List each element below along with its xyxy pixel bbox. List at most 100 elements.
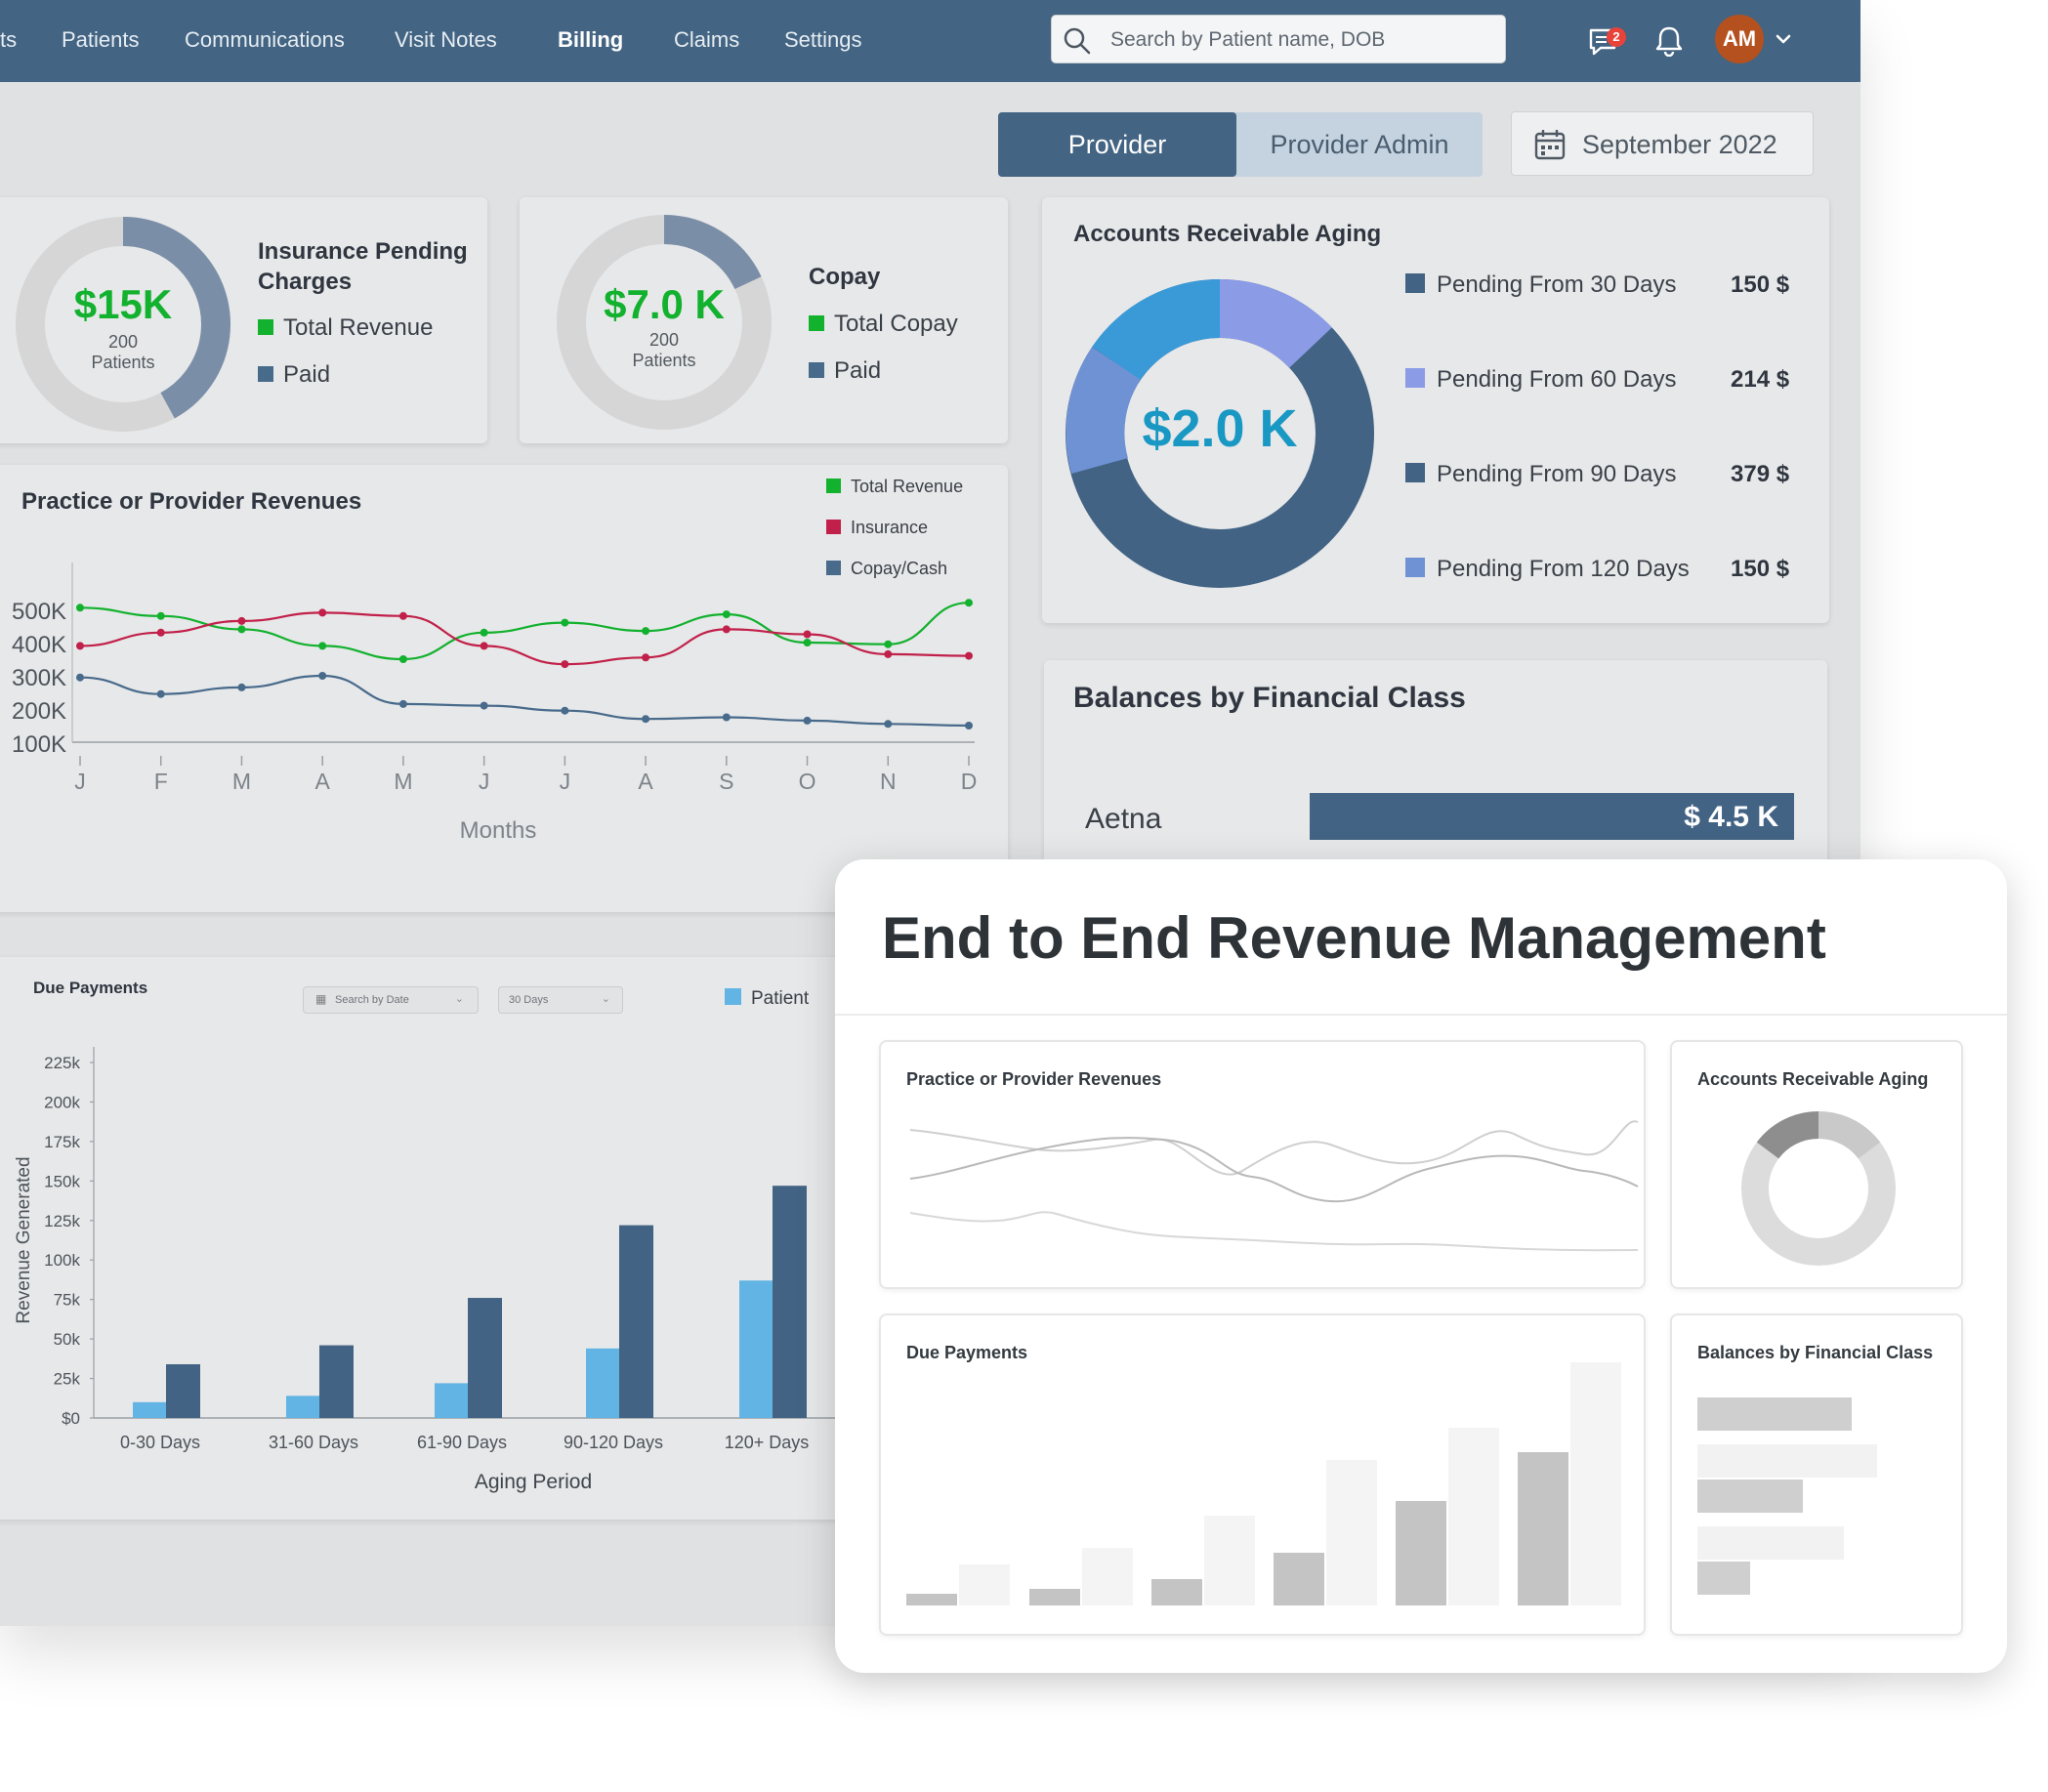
mini-bar bbox=[1326, 1460, 1377, 1605]
month-picker[interactable]: September 2022 bbox=[1511, 111, 1814, 176]
nav-item-patients[interactable]: Patients bbox=[62, 27, 140, 52]
nav-item-claims[interactable]: Claims bbox=[674, 27, 740, 52]
x-tick-label: A bbox=[315, 769, 331, 794]
revenues-title: Practice or Provider Revenues bbox=[21, 488, 362, 515]
bar-patient bbox=[435, 1383, 468, 1418]
x-tick-label: J bbox=[560, 769, 571, 794]
mini-revenues-panel: Practice or Provider Revenues bbox=[879, 1040, 1646, 1289]
y-tick-label: 125k bbox=[44, 1212, 80, 1230]
legend-swatch bbox=[258, 318, 273, 335]
data-point bbox=[642, 715, 650, 724]
bar-patient bbox=[133, 1401, 166, 1418]
top-navigation: ts Patients Communications Visit Notes B… bbox=[0, 0, 1860, 82]
data-point bbox=[237, 683, 246, 691]
y-tick-label: 50k bbox=[54, 1330, 81, 1349]
ar-row-90: Pending From 90 Days bbox=[1405, 461, 1676, 488]
legend-paid: Paid bbox=[258, 361, 330, 389]
x-axis-title: Months bbox=[460, 817, 537, 844]
mini-bar bbox=[959, 1564, 1010, 1605]
insurance-title-line1: Insurance Pending bbox=[258, 238, 468, 265]
balances-bar-value: $ 4.5 K bbox=[1684, 801, 1778, 833]
insurance-patient-label: Patients bbox=[91, 353, 155, 372]
ar-swatch bbox=[1405, 272, 1425, 293]
balances-row-label: Aetna bbox=[1085, 803, 1162, 835]
data-point bbox=[237, 616, 246, 625]
y-tick-label: 100K bbox=[12, 731, 66, 758]
data-point bbox=[480, 642, 488, 650]
search-input[interactable] bbox=[1110, 25, 1482, 55]
y-tick-label: 100k bbox=[44, 1251, 80, 1270]
ar-swatch bbox=[1405, 367, 1425, 388]
insurance-title-line2: Charges bbox=[258, 269, 353, 295]
data-point bbox=[561, 618, 569, 627]
divider bbox=[835, 1014, 2007, 1016]
nav-item-visit-notes[interactable]: Visit Notes bbox=[395, 27, 497, 52]
data-point bbox=[480, 701, 488, 710]
mini-donut bbox=[1741, 1111, 1896, 1266]
copay-patient-label: Patients bbox=[632, 351, 696, 370]
data-point bbox=[398, 699, 407, 708]
bell-icon[interactable] bbox=[1654, 25, 1684, 57]
x-tick-label: O bbox=[799, 769, 816, 794]
date-filter-select[interactable]: ▦ Search by Date ⌄ bbox=[303, 986, 479, 1014]
range-filter-select[interactable]: 30 Days ⌄ bbox=[498, 986, 623, 1014]
due-payments-bar-chart: $0 25k 50k 75k 100k 125k 150k 175k 200k 225k Reven… bbox=[14, 1047, 869, 1493]
mini-balances-title: Balances by Financial Class bbox=[1697, 1343, 1934, 1362]
ar-row-label: Pending From 60 Days bbox=[1437, 366, 1677, 393]
legend-label: Copay/Cash bbox=[851, 559, 948, 578]
x-tick-label: 0-30 Days bbox=[120, 1433, 200, 1452]
insurance-patient-count: 200 bbox=[107, 332, 139, 352]
legend-label: Insurance bbox=[851, 518, 929, 537]
balances-bar: $ 4.5 K bbox=[1310, 793, 1794, 840]
insurance-patients: 200 Patients bbox=[45, 332, 201, 373]
nav-item-communications[interactable]: Communications bbox=[185, 27, 345, 52]
legend-label: Paid bbox=[834, 357, 882, 384]
copay-value: $7.0 K bbox=[604, 281, 725, 327]
y-tick-label: 225k bbox=[44, 1054, 80, 1072]
ar-amount-60: 214 $ bbox=[1731, 366, 1790, 393]
y-tick-label: 300K bbox=[12, 665, 66, 691]
user-avatar[interactable]: AM bbox=[1715, 15, 1764, 63]
data-point bbox=[803, 630, 812, 639]
bar-patient bbox=[586, 1348, 619, 1418]
data-point bbox=[803, 716, 812, 725]
feature-overlay-panel: End to End Revenue Management Practice o… bbox=[835, 859, 2007, 1673]
data-point bbox=[76, 673, 84, 682]
insurance-value: $15K bbox=[73, 281, 173, 327]
patient-search-box[interactable] bbox=[1051, 15, 1506, 63]
legend-paid: Paid bbox=[809, 357, 881, 385]
data-point bbox=[318, 642, 327, 650]
mini-revenues-title: Practice or Provider Revenues bbox=[906, 1069, 1162, 1089]
x-tick-label: D bbox=[961, 769, 978, 794]
data-point bbox=[884, 640, 893, 648]
chevron-down-icon[interactable] bbox=[1776, 32, 1791, 46]
mini-bar bbox=[906, 1594, 957, 1605]
data-point bbox=[237, 625, 246, 634]
accounts-receivable-card: Accounts Receivable Aging $2.0 K Pending… bbox=[1042, 197, 1829, 623]
message-count-badge: 2 bbox=[1607, 27, 1626, 47]
y-tick-label: 150k bbox=[44, 1172, 80, 1190]
legend-swatch bbox=[826, 519, 841, 534]
provider-tab[interactable]: Provider bbox=[998, 112, 1236, 177]
nav-item-settings[interactable]: Settings bbox=[784, 27, 862, 52]
ar-amount-30: 150 $ bbox=[1731, 271, 1790, 298]
y-tick-label: $0 bbox=[62, 1409, 80, 1428]
legend-total-revenue: Total Revenue bbox=[826, 477, 963, 497]
ar-row-label: Pending From 30 Days bbox=[1437, 271, 1677, 298]
data-point bbox=[642, 653, 650, 662]
data-point bbox=[722, 713, 731, 722]
data-point bbox=[803, 639, 812, 646]
ar-row-label: Pending From 120 Days bbox=[1437, 556, 1690, 582]
copay-patient-count: 200 bbox=[648, 330, 680, 350]
data-point bbox=[965, 722, 973, 729]
nav-item-billing[interactable]: Billing bbox=[558, 27, 624, 52]
legend-swatch bbox=[725, 988, 741, 1006]
x-tick-label: F bbox=[154, 769, 168, 794]
mini-ar-title: Accounts Receivable Aging bbox=[1697, 1069, 1929, 1089]
provider-admin-tab[interactable]: Provider Admin bbox=[1270, 130, 1449, 159]
legend-total-copay: Total Copay bbox=[809, 311, 958, 338]
legend-patient: Patient bbox=[725, 988, 809, 1010]
mini-bar bbox=[1082, 1548, 1133, 1605]
nav-item-patients-partial[interactable]: ts bbox=[0, 27, 18, 52]
bar-total bbox=[773, 1186, 807, 1418]
